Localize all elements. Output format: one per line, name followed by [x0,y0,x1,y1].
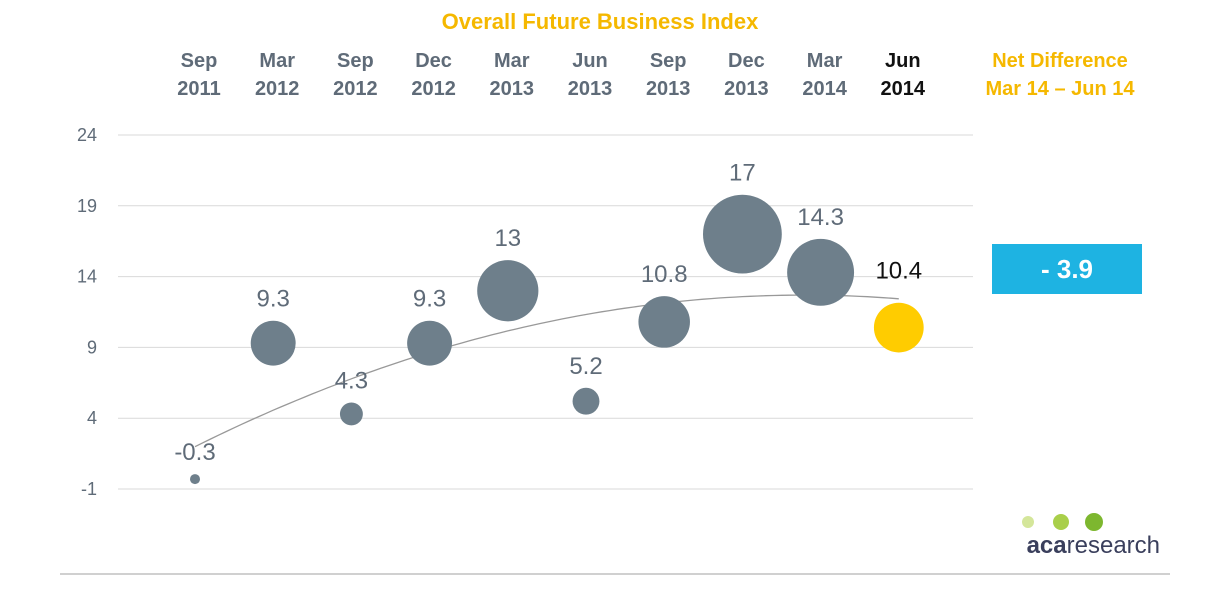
logo-dot-1 [1022,516,1034,528]
net-difference-value: - 3.9 [1041,254,1093,284]
data-label: 5.2 [569,353,602,380]
logo-brand-rest: research [1067,532,1160,559]
net-difference-title-line2: Mar 14 – Jun 14 [986,78,1136,100]
aca-research-logo: acaresearch [1022,513,1160,559]
y-tick-label: 9 [87,337,97,357]
bubble [572,387,600,415]
y-tick-label: -1 [81,479,97,499]
bubble [339,402,363,426]
logo-dot-3 [1085,513,1103,531]
net-difference-title-line1: Net Difference [992,50,1128,72]
bubble [407,320,453,366]
period-year-label: 2014 [881,78,926,100]
bubble-highlight [873,302,924,353]
period-headers: Sep 2011 Mar 2012 Sep 2012 Dec 2012 Mar 2013 Jun 20… [177,50,926,100]
period-month-label: Dec [728,50,765,72]
gridlines [118,134,973,490]
y-tick-label: 14 [77,267,97,287]
bubble [250,320,296,366]
logo-wordmark: acaresearch [1027,532,1160,559]
period-month-label: Jun [572,50,608,72]
period-year-label: 2012 [255,78,300,100]
data-label: 13 [494,225,521,252]
period-month-label: Sep [337,50,374,72]
period-year-label: 2012 [333,78,378,100]
bubble [787,238,855,306]
data-label: 17 [729,160,756,187]
data-label: 9.3 [257,286,290,313]
data-label: 14.3 [797,204,844,231]
data-label: -0.3 [174,439,215,466]
trend-line [194,294,899,448]
bubble [477,260,539,322]
data-label: 10.8 [641,261,688,288]
period-month-label: Sep [650,50,687,72]
y-tick-label: 19 [77,196,97,216]
bubbles [190,194,924,485]
data-label: 10.4 [875,258,922,285]
period-month-label: Jun [885,50,921,72]
period-month-label: Mar [807,50,843,72]
bubble [638,296,690,348]
data-labels: -0.3 9.3 4.3 9.3 13 5.2 10.8 17 14.3 10.4 [174,160,922,466]
period-year-label: 2013 [490,78,535,100]
bubble [190,474,200,485]
net-difference-box [992,244,1142,294]
period-year-label: 2013 [646,78,691,100]
data-label: 4.3 [335,367,368,394]
period-year-label: 2013 [724,78,769,100]
period-month-label: Dec [415,50,452,72]
period-year-label: 2013 [568,78,613,100]
chart-title: Overall Future Business Index [442,9,759,34]
period-year-label: 2014 [802,78,847,100]
y-axis-ticks: 24 19 14 9 4 -1 [77,125,97,499]
y-tick-label: 4 [87,408,97,428]
period-month-label: Mar [259,50,295,72]
logo-dot-2 [1053,514,1069,530]
period-month-label: Sep [181,50,218,72]
period-year-label: 2012 [411,78,456,100]
period-year-label: 2011 [177,78,220,100]
data-label: 9.3 [413,286,446,313]
logo-brand-bold: aca [1027,532,1068,559]
bubble [703,194,782,274]
period-month-label: Mar [494,50,530,72]
y-tick-label: 24 [77,125,97,145]
